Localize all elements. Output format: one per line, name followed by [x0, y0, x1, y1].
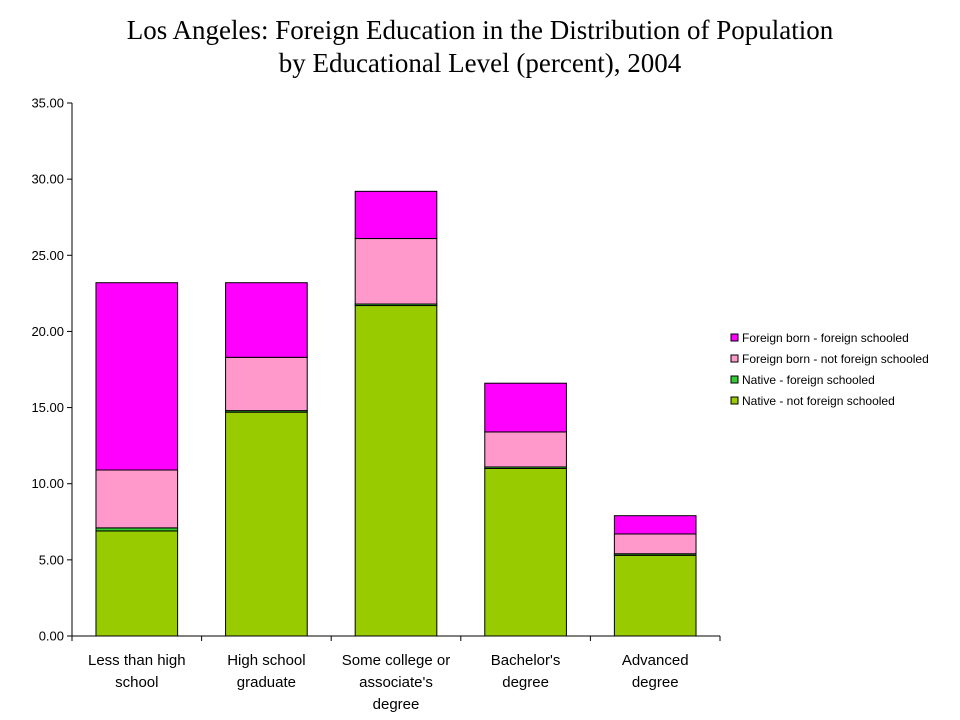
- legend-label-foreign-born-foreign-schooled: Foreign born - foreign schooled: [742, 331, 909, 345]
- y-tick-label: 25.00: [31, 248, 64, 263]
- x-category-label: associate's: [359, 674, 433, 691]
- bar-segment-foreign-born-foreign-schooled: [354, 190, 438, 240]
- chart-title-line-1: Los Angeles: Foreign Education in the Di…: [126, 15, 834, 45]
- legend-label-native-not-foreign-schooled: Native - not foreign schooled: [742, 394, 895, 408]
- bar-segment-foreign-born-not-foreign-schooled: [95, 469, 179, 529]
- legend-swatch-foreign-born-foreign-schooled: [730, 333, 739, 342]
- bar-segment-native-not-foreign-schooled: [613, 554, 697, 637]
- y-tick-label: 0.00: [39, 629, 64, 644]
- y-tick-label: 35.00: [31, 96, 64, 111]
- y-tick-label: 5.00: [39, 552, 64, 567]
- legend-label-foreign-born-not-foreign-schooled: Foreign born - not foreign schooled: [742, 352, 929, 366]
- chart-title: Los Angeles: Foreign Education in the Di…: [0, 14, 960, 80]
- x-category-label: High school: [227, 652, 305, 669]
- bar-segment-native-not-foreign-schooled: [354, 305, 438, 637]
- bar-segment-foreign-born-foreign-schooled: [95, 282, 179, 471]
- y-tick-label: 30.00: [31, 172, 64, 187]
- legend-swatch-native-not-foreign-schooled: [730, 396, 739, 405]
- x-category-label: Less than high: [88, 652, 186, 669]
- bar-segment-native-not-foreign-schooled: [95, 530, 179, 637]
- x-axis: Less than high school High school graduate S…: [71, 635, 721, 713]
- legend-swatch-foreign-born-not-foreign-schooled: [730, 354, 739, 363]
- bar-segment-foreign-born-foreign-schooled: [484, 382, 567, 433]
- y-axis: 0.00 5.00 10.00 15.00 20.00 25.00 30.00 35.00: [31, 96, 73, 644]
- bar-segment-foreign-born-foreign-schooled: [225, 282, 308, 358]
- x-category-label: Some college or: [342, 652, 450, 669]
- bar-segment-foreign-born-foreign-schooled: [613, 515, 697, 535]
- y-tick-label: 20.00: [31, 324, 64, 339]
- y-tick-label: 10.00: [31, 476, 64, 491]
- bar-segment-foreign-born-not-foreign-schooled: [225, 356, 308, 412]
- x-category-label: degree: [373, 696, 420, 713]
- legend: Foreign born - foreign schooled Foreign b…: [730, 331, 929, 408]
- x-category-label: Advanced: [622, 652, 689, 669]
- bar-segment-foreign-born-not-foreign-schooled: [613, 533, 697, 555]
- y-tick-label: 15.00: [31, 400, 64, 415]
- x-category-label: graduate: [237, 674, 296, 691]
- x-category-label: school: [115, 674, 158, 691]
- bar-segment-native-not-foreign-schooled: [484, 467, 567, 637]
- bar-segment-foreign-born-not-foreign-schooled: [484, 431, 567, 468]
- legend-label-native-foreign-schooled: Native - foreign schooled: [742, 373, 875, 387]
- legend-swatch-native-foreign-schooled: [730, 375, 739, 384]
- bars: [95, 190, 697, 637]
- x-category-label: Bachelor's: [491, 652, 561, 669]
- x-category-label: degree: [632, 674, 679, 691]
- bar-segment-foreign-born-not-foreign-schooled: [354, 238, 438, 305]
- bar-segment-native-not-foreign-schooled: [225, 411, 308, 637]
- chart-title-line-2: by Educational Level (percent), 2004: [278, 48, 682, 78]
- x-category-label: degree: [502, 674, 549, 691]
